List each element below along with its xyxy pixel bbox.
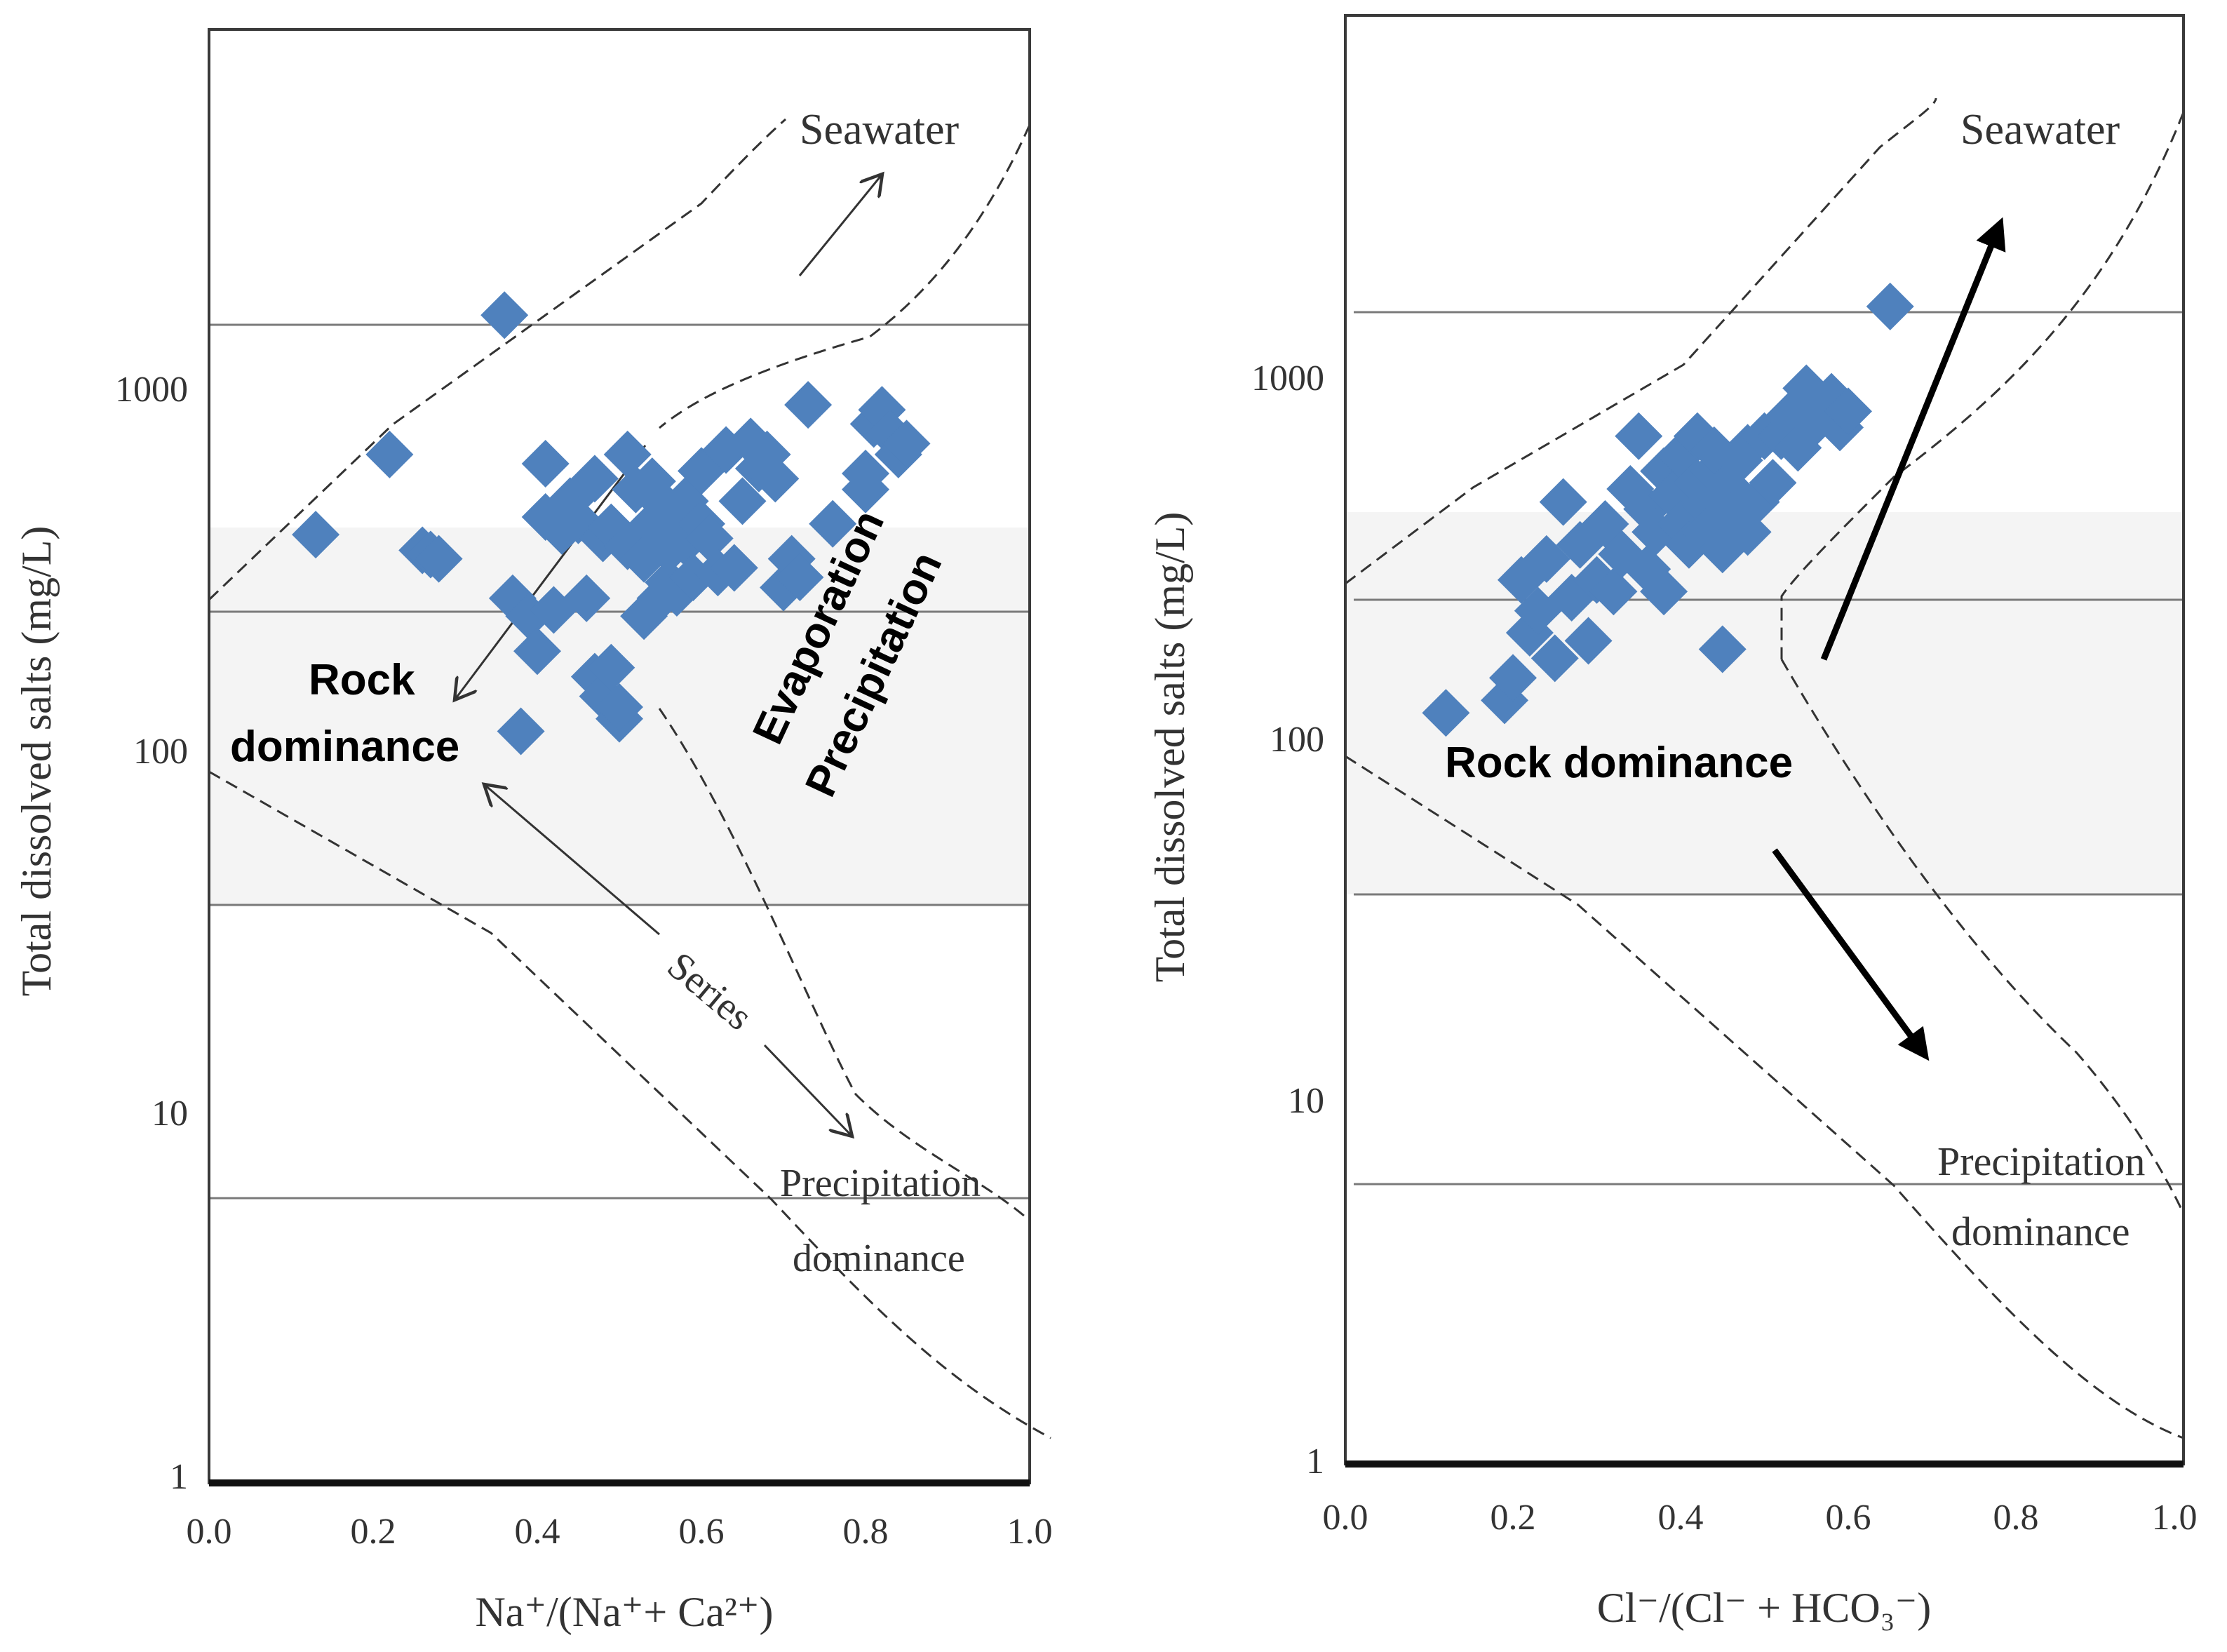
boundary-upper <box>1345 98 1937 585</box>
boundary-upper <box>208 118 786 601</box>
x-axis-title: Cl⁻/(Cl⁻ + HCO₃⁻) <box>1597 1585 1931 1631</box>
x-tick-label: 0.2 <box>351 1512 396 1552</box>
data-points <box>1422 282 1914 737</box>
x-tick-label: 0.8 <box>843 1512 889 1552</box>
data-point-diamond <box>784 381 833 429</box>
arrow-precipitation-trend <box>1772 848 1930 1061</box>
label-precipitation-dominance: dominance <box>1951 1209 2130 1254</box>
data-point-diamond <box>587 643 635 692</box>
data-point-diamond <box>480 291 529 340</box>
x-tick-label: 1.0 <box>2152 1498 2198 1538</box>
data-point-diamond <box>365 430 414 478</box>
x-tick-label: 0.4 <box>1658 1498 1704 1538</box>
data-point-diamond <box>596 683 643 732</box>
x-tick-label: 1.0 <box>1007 1512 1053 1552</box>
y-tick-label: 100 <box>133 732 188 772</box>
boundary-right <box>1780 112 2185 659</box>
arrow-seawater-trend <box>798 174 882 276</box>
data-point-diamond <box>292 511 340 559</box>
data-point-diamond <box>685 514 734 563</box>
arrow-seawater-trend <box>1820 217 2006 661</box>
x-tick-labels: 0.0 0.2 0.4 0.6 0.8 1.0 <box>187 1512 1053 1552</box>
data-point-diamond <box>710 544 758 592</box>
chart-panel-cation-ratio: Seawater Series Precipitation dominance … <box>13 28 1053 1635</box>
y-tick-label: 1 <box>1306 1442 1324 1482</box>
boundary-right <box>659 124 1031 429</box>
x-tick-label: 0.4 <box>515 1512 560 1552</box>
data-point-diamond <box>513 627 561 676</box>
data-point-diamond <box>882 419 931 468</box>
data-point-diamond <box>570 455 619 503</box>
data-point-diamond <box>521 439 570 488</box>
data-point-diamond <box>1698 625 1747 673</box>
x-tick-label: 0.6 <box>1826 1498 1871 1538</box>
data-point-diamond <box>1530 634 1579 683</box>
label-rock: Rock <box>309 656 415 704</box>
data-points <box>292 291 931 756</box>
data-point-diamond <box>751 455 800 503</box>
data-point-diamond <box>842 465 889 513</box>
data-point-diamond <box>1824 387 1872 436</box>
x-tick-label: 0.8 <box>1993 1498 2039 1538</box>
data-point-diamond <box>1422 689 1470 737</box>
x-tick-label: 0.0 <box>187 1512 232 1552</box>
x-tick-label: 0.2 <box>1491 1498 1536 1538</box>
data-point-diamond <box>1640 568 1688 616</box>
label-precipitation: Precipitation <box>780 1162 981 1205</box>
label-seawater: Seawater <box>800 106 960 154</box>
data-point-diamond <box>1589 568 1638 616</box>
data-point-diamond <box>563 574 611 622</box>
y-tick-label: 10 <box>152 1094 188 1134</box>
y-tick-label: 100 <box>1270 720 1324 760</box>
boundary-lower <box>208 770 1051 1439</box>
data-point-diamond <box>776 553 824 602</box>
data-point-diamond <box>1564 617 1613 665</box>
y-tick-labels: 1 10 100 1000 <box>1251 358 1324 1482</box>
arrow-rock-trend <box>455 445 647 700</box>
y-tick-label: 1 <box>170 1457 188 1497</box>
data-point-diamond <box>809 499 857 548</box>
boundary-inner <box>1780 659 2185 1214</box>
label-rock-dominance: dominance <box>230 723 459 771</box>
data-point-diamond <box>1615 412 1663 460</box>
boundary-inner <box>658 708 1030 1222</box>
data-point-diamond <box>497 707 545 756</box>
y-axis-title: Total dissolved salts (mg/L) <box>13 526 60 997</box>
data-point-diamond <box>1749 459 1797 507</box>
label-precipitation-dominance: dominance <box>793 1237 965 1280</box>
data-point-diamond <box>1539 478 1587 526</box>
data-point-diamond <box>415 535 463 583</box>
chart-panel-anion-ratio: Seawater Rock dominance Precipitation do… <box>1147 14 2198 1631</box>
data-point-diamond <box>1489 654 1537 702</box>
y-tick-label: 10 <box>1288 1081 1324 1121</box>
boundary-lower <box>1345 755 2184 1439</box>
data-point-diamond <box>1866 282 1914 330</box>
x-tick-label: 0.0 <box>1323 1498 1368 1538</box>
y-tick-labels: 1 10 100 1000 <box>115 370 188 1497</box>
label-precipitation: Precipitation <box>1937 1139 2145 1184</box>
y-axis-title: Total dissolved salts (mg/L) <box>1147 512 1193 983</box>
y-tick-label: 1000 <box>115 370 188 410</box>
x-tick-labels: 0.0 0.2 0.4 0.6 0.8 1.0 <box>1323 1498 2198 1538</box>
data-point-diamond <box>603 430 652 478</box>
arrow-series-up <box>484 784 660 936</box>
arrow-series-down <box>763 1044 852 1136</box>
label-seawater: Seawater <box>1960 106 2120 154</box>
x-tick-label: 0.6 <box>679 1512 725 1552</box>
label-rock-dominance: Rock dominance <box>1445 739 1793 787</box>
data-point-diamond <box>718 477 767 525</box>
x-axis-title: Na⁺/(Na⁺+ Ca²⁺) <box>475 1589 773 1635</box>
y-tick-label: 1000 <box>1251 358 1324 398</box>
